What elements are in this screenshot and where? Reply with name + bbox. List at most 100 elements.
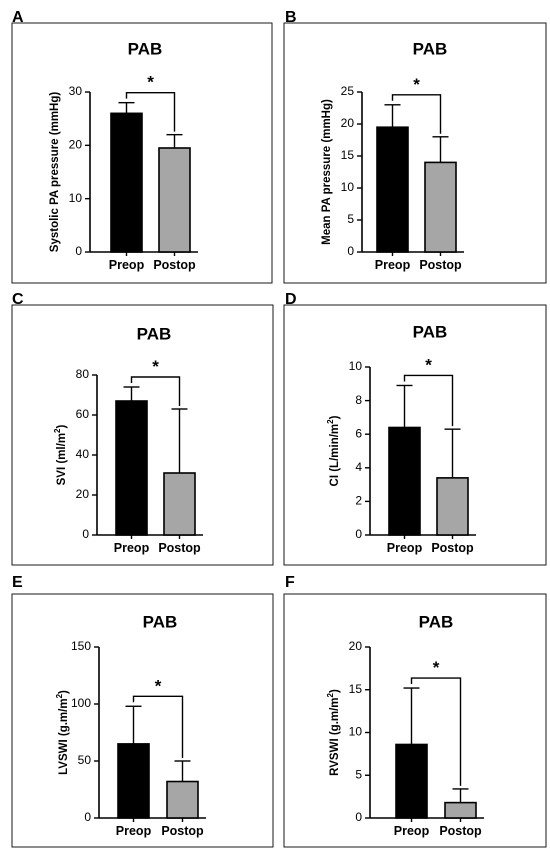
panel-frame <box>11 22 273 284</box>
y-tick-label: 20 <box>76 487 90 501</box>
significance-bracket <box>403 374 454 427</box>
significance-star: * <box>155 676 162 695</box>
y-tick-label: 0 <box>355 810 362 824</box>
category-label: Preop <box>387 541 423 555</box>
y-axis-label-end: ) <box>58 690 70 694</box>
chart-title: PAB <box>413 39 448 58</box>
y-tick-label: 10 <box>349 725 363 739</box>
bar-preop <box>115 400 148 536</box>
bar-preop <box>395 743 428 819</box>
y-tick-label: 6 <box>355 426 362 440</box>
y-tick-label: 20 <box>69 138 83 152</box>
y-tick-label: 50 <box>78 753 92 767</box>
panel-letter: C <box>12 291 24 308</box>
y-tick-label: 10 <box>341 180 355 194</box>
chart-title: PAB <box>137 324 172 343</box>
category-label: Postop <box>158 541 201 555</box>
category-label: Preop <box>116 824 152 838</box>
chart-panel-f: F PAB 0 5 10 15 20 RVSWI (g.m/m2) Preop Postop * <box>283 574 547 848</box>
category-label: Preop <box>114 541 150 555</box>
significance-bracket <box>130 376 181 406</box>
y-axis-label-text: Systolic PA pressure (mmHg) <box>49 92 61 253</box>
y-axis-label-superscript: 2 <box>326 419 335 424</box>
bar-postop <box>436 477 469 536</box>
panel-letter: B <box>285 9 297 26</box>
panel-frame <box>283 304 547 566</box>
y-tick-label: 4 <box>355 460 362 474</box>
significance-bracket <box>410 677 462 786</box>
y-tick-label: 80 <box>76 367 90 381</box>
category-label: Postop <box>439 824 482 838</box>
bar-postop <box>158 147 191 253</box>
y-axis-label-end: ) <box>329 689 341 693</box>
y-tick-label: 150 <box>71 639 91 653</box>
category-label: Postop <box>161 824 204 838</box>
bar-preop <box>376 126 409 253</box>
y-tick-label: 2 <box>355 494 362 508</box>
y-tick-label: 10 <box>349 359 363 373</box>
panel-letter: E <box>12 574 23 591</box>
panel-frame <box>11 593 274 848</box>
category-label: Preop <box>375 258 411 272</box>
y-axis-label-superscript: 2 <box>326 692 335 697</box>
y-axis-label: CI (L/min/m2) <box>326 415 341 486</box>
significance-star: * <box>147 73 154 92</box>
chart-panel-b: B PAB 0 5 10 15 20 25 Mean PA pressure (mmHg) Pre… <box>283 9 547 284</box>
panel-letter: D <box>285 291 297 308</box>
bar-preop <box>117 743 150 819</box>
chart-panel-c: C PAB 0 20 40 60 80 SVI (ml/m2) Preop Postop * <box>11 291 274 566</box>
bar-preop <box>388 426 421 536</box>
bar-postop <box>163 472 196 536</box>
y-axis-label: Systolic PA pressure (mmHg) <box>49 92 61 253</box>
significance-star: * <box>425 355 432 374</box>
y-tick-label: 40 <box>76 447 90 461</box>
y-tick-label: 15 <box>341 148 355 162</box>
bar-postop <box>444 801 477 819</box>
chart-title: PAB <box>143 612 178 631</box>
y-tick-label: 100 <box>71 696 91 710</box>
y-tick-label: 0 <box>75 244 82 258</box>
y-axis-label-text: Mean PA pressure (mmHg) <box>321 99 333 245</box>
y-tick-label: 15 <box>349 682 363 696</box>
y-tick-label: 30 <box>69 84 83 98</box>
chart-panel-a: A PAB 0 10 20 30 Systolic PA pressure (mmHg) Pr… <box>11 9 273 284</box>
category-label: Postop <box>431 541 474 555</box>
y-tick-label: 0 <box>355 527 362 541</box>
y-axis-label-end: ) <box>56 424 68 428</box>
y-tick-label: 25 <box>341 84 355 98</box>
y-tick-label: 0 <box>84 810 91 824</box>
category-label: Preop <box>394 824 430 838</box>
significance-star: * <box>152 357 159 376</box>
y-tick-label: 0 <box>347 244 354 258</box>
panel-frame <box>11 304 274 566</box>
significance-bracket <box>391 94 442 134</box>
y-axis-label-text: SVI (ml/m <box>56 433 68 485</box>
y-axis-label: SVI (ml/m2) <box>53 424 68 485</box>
y-axis-label: LVSWI (g.m/m2) <box>55 690 70 775</box>
significance-star: * <box>433 658 440 677</box>
category-label: Postop <box>153 258 196 272</box>
y-axis-label: RVSWI (g.m/m2) <box>326 689 341 776</box>
panel-letter: F <box>285 574 295 591</box>
y-axis-label-text: LVSWI (g.m/m <box>58 698 70 774</box>
y-tick-label: 5 <box>347 212 354 226</box>
significance-bracket <box>132 695 184 758</box>
panel-letter: A <box>12 9 24 26</box>
y-tick-label: 60 <box>76 407 90 421</box>
y-tick-label: 20 <box>341 116 355 130</box>
y-axis-label-end: ) <box>329 415 341 419</box>
chart-title: PAB <box>128 39 163 58</box>
panel-frame <box>283 22 547 284</box>
bar-preop <box>110 112 143 253</box>
y-axis-label-superscript: 2 <box>55 693 64 698</box>
y-tick-label: 10 <box>69 191 83 205</box>
panel-frame <box>283 593 547 848</box>
chart-title: PAB <box>413 322 448 341</box>
category-label: Postop <box>419 258 462 272</box>
y-axis-label-superscript: 2 <box>53 428 62 433</box>
chart-title: PAB <box>419 612 454 631</box>
y-axis-label: Mean PA pressure (mmHg) <box>321 99 333 245</box>
